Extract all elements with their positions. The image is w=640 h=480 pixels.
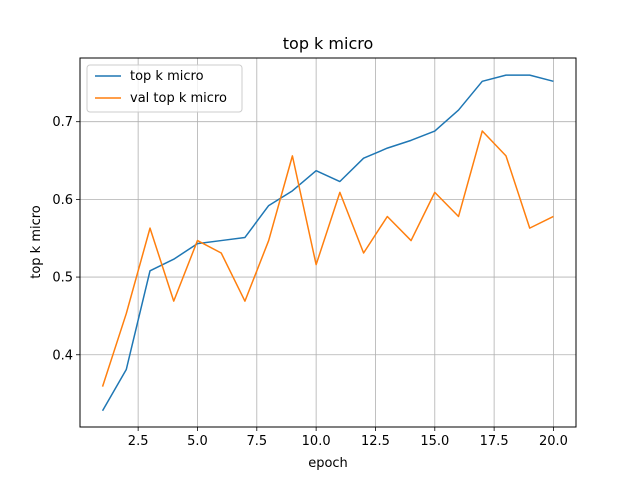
legend: top k micro val top k micro — [86, 64, 243, 113]
legend-label-top-k-micro: top k micro — [130, 69, 204, 84]
y-tick-label: 0.6 — [52, 193, 73, 208]
y-tick-label: 0.7 — [52, 115, 73, 130]
x-tick-label: 7.5 — [246, 434, 267, 449]
y-tick-label: 0.4 — [52, 348, 73, 363]
x-axis-label: epoch — [308, 456, 348, 471]
series-lines — [101, 74, 554, 412]
x-tick-label: 2.5 — [128, 434, 149, 449]
series-line-val-top-k-micro — [101, 130, 554, 387]
series-line-top-k-micro — [101, 74, 554, 412]
y-axis-label: top k micro — [29, 205, 44, 279]
x-tick-label: 10.0 — [302, 434, 331, 449]
x-tick-label: 5.0 — [187, 434, 208, 449]
x-tick-label: 20.0 — [539, 434, 568, 449]
x-tick-label: 12.5 — [361, 434, 390, 449]
x-tick-label: 17.5 — [480, 434, 509, 449]
plot-frame — [79, 57, 577, 428]
y-tick-label: 0.5 — [52, 271, 73, 286]
legend-label-val-top-k-micro: val top k micro — [130, 91, 227, 106]
axis-ticks: 2.5 5.0 7.5 10.0 12.5 15.0 17.5 20.0 0.4 0.5 0.6 0.… — [52, 115, 568, 449]
chart-title: top k micro — [283, 34, 374, 53]
legend-box — [86, 64, 243, 113]
x-tick-label: 15.0 — [420, 434, 449, 449]
